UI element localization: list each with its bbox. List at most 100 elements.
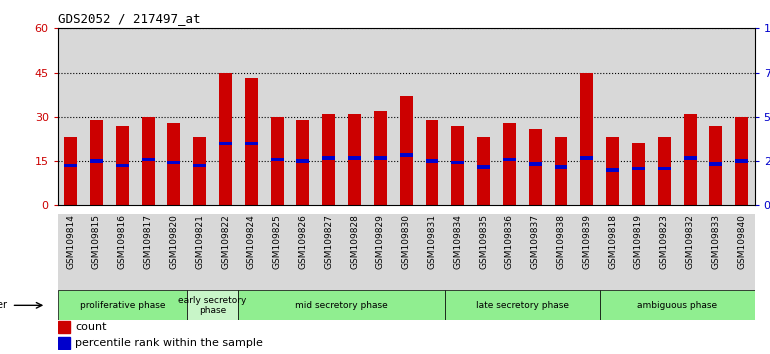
Bar [728, 28, 755, 205]
Bar [374, 156, 387, 160]
Bar [684, 156, 697, 160]
Bar [264, 214, 290, 292]
Bar [58, 28, 84, 205]
Text: GSM109821: GSM109821 [196, 214, 204, 269]
Text: GSM109819: GSM109819 [634, 214, 643, 269]
Text: GSM109833: GSM109833 [711, 214, 721, 269]
Bar [323, 156, 335, 160]
Bar [419, 214, 445, 292]
Bar [167, 123, 180, 205]
Bar [477, 137, 490, 205]
Bar [239, 214, 264, 292]
Bar [271, 158, 283, 161]
Bar [142, 158, 155, 161]
Bar [348, 114, 361, 205]
Bar [600, 28, 625, 205]
Bar [497, 214, 522, 292]
Text: GSM109839: GSM109839 [582, 214, 591, 269]
Text: GSM109834: GSM109834 [454, 214, 462, 269]
Bar [193, 164, 206, 167]
Bar [213, 28, 239, 205]
Bar [651, 214, 677, 292]
Text: percentile rank within the sample: percentile rank within the sample [75, 338, 263, 348]
Bar [529, 162, 541, 166]
Bar [58, 337, 70, 349]
Bar [90, 120, 103, 205]
Bar [90, 159, 103, 163]
Text: GSM109831: GSM109831 [427, 214, 437, 269]
Text: proliferative phase: proliferative phase [79, 301, 165, 310]
Bar [606, 137, 619, 205]
Bar [735, 117, 748, 205]
Bar [64, 137, 77, 205]
Bar [684, 114, 697, 205]
Bar [367, 28, 393, 205]
Bar [522, 214, 548, 292]
Bar [245, 142, 258, 145]
Text: mid secretory phase: mid secretory phase [295, 301, 388, 310]
Text: GSM109836: GSM109836 [505, 214, 514, 269]
Bar [400, 96, 413, 205]
Bar [116, 126, 129, 205]
Text: GSM109815: GSM109815 [92, 214, 101, 269]
Bar [470, 28, 497, 205]
Bar [374, 111, 387, 205]
Bar [316, 28, 342, 205]
Bar [342, 28, 367, 205]
Bar [213, 214, 239, 292]
Bar [290, 214, 316, 292]
Bar [735, 159, 748, 163]
Text: GSM109822: GSM109822 [221, 214, 230, 269]
Bar [296, 120, 310, 205]
Bar [548, 214, 574, 292]
Bar [316, 214, 342, 292]
Bar [574, 214, 600, 292]
FancyBboxPatch shape [239, 290, 445, 320]
Bar [625, 214, 651, 292]
Bar [84, 214, 109, 292]
Bar [109, 28, 136, 205]
Text: GSM109837: GSM109837 [531, 214, 540, 269]
Bar [161, 28, 187, 205]
Bar [296, 159, 310, 163]
Bar [219, 73, 232, 205]
Bar [677, 214, 703, 292]
Text: GSM109827: GSM109827 [324, 214, 333, 269]
Text: GSM109830: GSM109830 [402, 214, 410, 269]
FancyBboxPatch shape [58, 290, 187, 320]
Bar [136, 28, 161, 205]
Text: GSM109816: GSM109816 [118, 214, 127, 269]
Text: GDS2052 / 217497_at: GDS2052 / 217497_at [58, 12, 200, 25]
Bar [451, 161, 464, 164]
Bar [348, 156, 361, 160]
Bar [548, 28, 574, 205]
Bar [219, 142, 232, 145]
Bar [167, 161, 180, 164]
Bar [600, 214, 625, 292]
Text: GSM109832: GSM109832 [685, 214, 695, 269]
Bar [554, 165, 567, 169]
Text: GSM109826: GSM109826 [299, 214, 307, 269]
Bar [58, 321, 70, 333]
Text: late secretory phase: late secretory phase [476, 301, 569, 310]
Bar [574, 28, 600, 205]
Bar [709, 126, 722, 205]
Text: other: other [0, 300, 8, 310]
Bar [709, 162, 722, 166]
Text: GSM109840: GSM109840 [737, 214, 746, 269]
Bar [367, 214, 393, 292]
Bar [264, 28, 290, 205]
Text: GSM109838: GSM109838 [557, 214, 565, 269]
Text: GSM109814: GSM109814 [66, 214, 75, 269]
Bar [651, 28, 677, 205]
Text: GSM109828: GSM109828 [350, 214, 359, 269]
Bar [419, 28, 445, 205]
Bar [658, 137, 671, 205]
Bar [703, 214, 728, 292]
Bar [632, 143, 645, 205]
Text: GSM109829: GSM109829 [376, 214, 385, 269]
Bar [581, 156, 594, 160]
Bar [658, 167, 671, 170]
Bar [136, 214, 161, 292]
Bar [426, 159, 438, 163]
